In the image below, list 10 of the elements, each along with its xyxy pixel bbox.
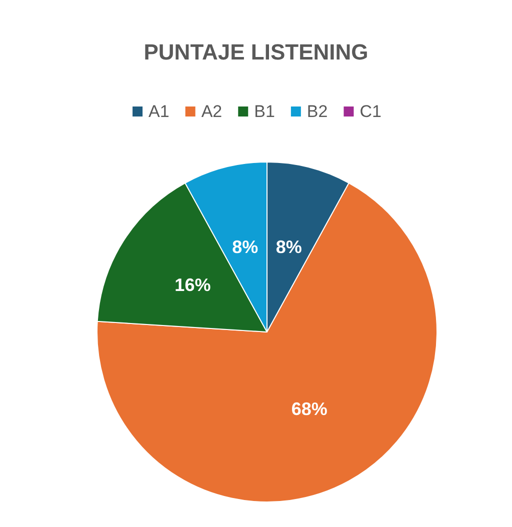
data-label: 8% [276,236,302,257]
legend-label: A2 [201,102,222,121]
data-label: 8% [232,236,258,257]
legend-label: B2 [306,102,328,121]
legend-label: A1 [148,102,170,121]
legend-label: C1 [360,102,382,121]
legend-label: B1 [254,102,275,121]
data-label: 16% [174,274,211,295]
chart-title: PUNTAJE LISTENING [144,40,368,64]
data-label: 68% [291,399,328,420]
